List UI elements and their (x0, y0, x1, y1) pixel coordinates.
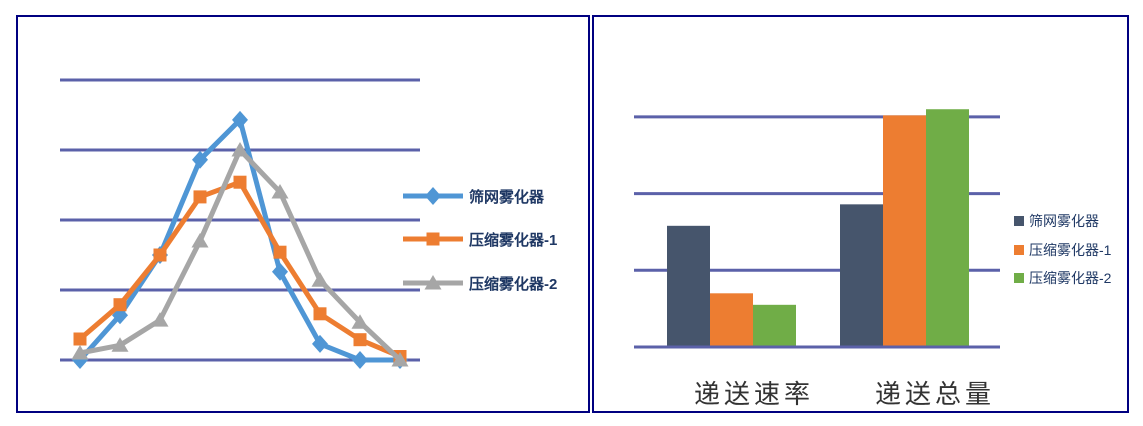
legend-item-series1: 筛网雾化器 (1014, 210, 1099, 232)
category-label-rate: 递送速率 (693, 380, 814, 409)
triangle-line-marker-icon (403, 275, 463, 290)
legend-item-series1: 筛网雾化器 (402, 185, 544, 207)
orange-square-swatch-icon (1014, 245, 1024, 255)
legend-label: 筛网雾化器 (1029, 213, 1099, 229)
square-line-marker-icon (403, 232, 463, 246)
legend-item-series3: 压缩雾化器-2 (1014, 267, 1111, 289)
bar-chart-panel[interactable]: 递送速率 递送总量 筛网雾化器 压缩雾化器-1 压缩雾化器-2 (592, 15, 1129, 413)
legend-label: 压缩雾化器-2 (1029, 270, 1112, 286)
green-square-swatch-icon (1014, 273, 1024, 283)
line-chart-panel[interactable]: 筛网雾化器 压缩雾化器-1 压缩雾化器-2 (16, 15, 590, 413)
legend-label: 压缩雾化器-1 (1029, 242, 1112, 258)
diamond-line-marker-icon (403, 187, 463, 205)
legend-label: 筛网雾化器 (469, 188, 545, 206)
legend-label: 压缩雾化器-2 (469, 275, 558, 293)
legend-item-series3: 压缩雾化器-2 (402, 272, 557, 294)
bar-chart-svg (634, 109, 1000, 349)
dark-square-swatch-icon (1014, 216, 1024, 226)
legend-item-series2: 压缩雾化器-1 (402, 228, 557, 250)
legend-label: 压缩雾化器-1 (469, 231, 558, 249)
category-label-total: 递送总量 (874, 380, 995, 409)
line-chart-svg (60, 78, 420, 369)
legend-item-series2: 压缩雾化器-1 (1014, 239, 1111, 261)
